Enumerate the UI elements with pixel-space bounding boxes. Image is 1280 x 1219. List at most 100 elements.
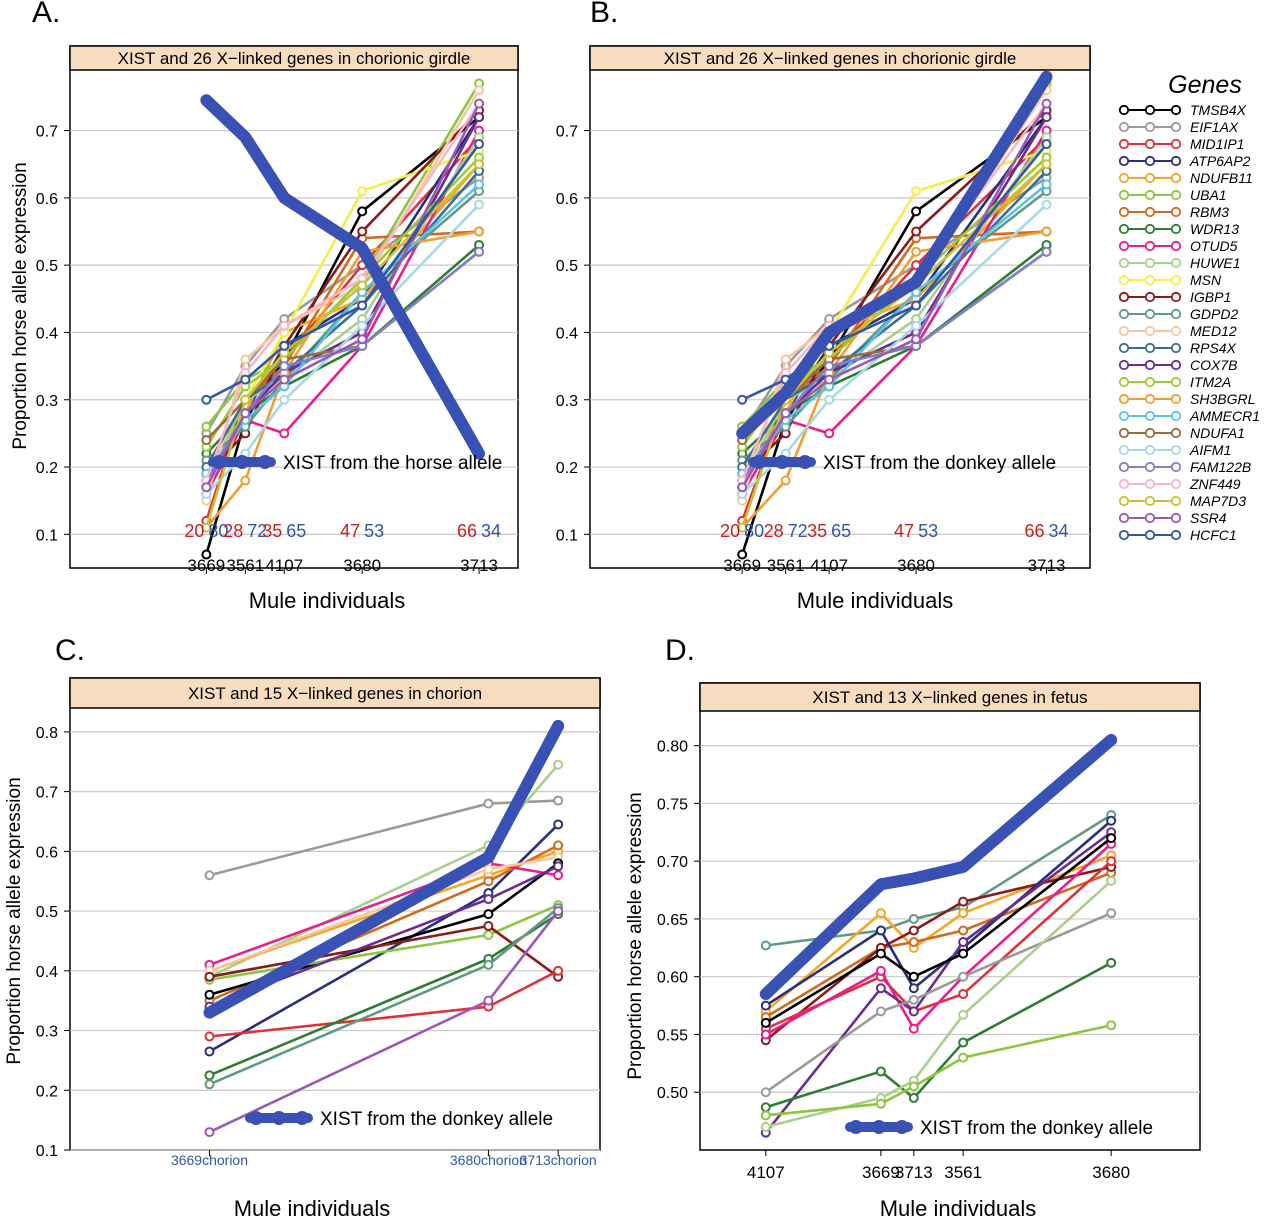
y-tick-label: 0.4 [556, 325, 578, 342]
x-tick-label: 3669chorion [171, 1152, 248, 1168]
series-point-fam122b [279, 361, 290, 372]
allele-donkey-pct: 53 [918, 521, 938, 541]
legend-marker [1144, 529, 1156, 541]
legend-entry-sh3bgrl: SH3BGRL [1190, 391, 1255, 407]
x-axis-title: Mule individuals [880, 1196, 1037, 1219]
x-axis-title: Mule individuals [249, 588, 406, 613]
y-tick-label: 0.75 [657, 796, 688, 813]
series-point-cox7b [908, 1006, 919, 1017]
legend-marker [1170, 206, 1182, 218]
legend-marker [1144, 376, 1156, 388]
allele-horse-pct: 35 [262, 521, 282, 541]
series-point-igbp1 [958, 896, 969, 907]
series-point-huwe1 [1106, 875, 1117, 886]
legend-marker [1144, 393, 1156, 405]
series-point-aifm1 [279, 394, 290, 405]
legend-marker [1170, 359, 1182, 371]
series-point-cox7b [875, 983, 886, 994]
series-point-cox7b [958, 937, 969, 948]
series-point-sh3bgrl [780, 475, 791, 486]
series-point-mid1ip1 [553, 965, 564, 976]
series-point-eif1ax [204, 870, 215, 881]
series-point-otud5 [908, 1023, 919, 1034]
xist-legend-marker [249, 1111, 263, 1125]
series-point-tmsb4x [737, 549, 748, 560]
xist-legend-label: XIST from the horse allele [283, 453, 502, 474]
series-point-hcfc1 [911, 300, 922, 311]
panel-b: B. XIST and 26 X−linked genes in chorioni… [556, 0, 1091, 613]
y-tick-label: 0.2 [36, 460, 58, 477]
y-tick-label: 0.3 [36, 1024, 58, 1041]
series-point-aifm1 [1041, 199, 1052, 210]
legend-marker [1118, 461, 1130, 473]
legend-entry-gdpd2: GDPD2 [1190, 306, 1238, 322]
x-tick-label: 3713 [460, 556, 498, 575]
x-tick-label: 4107 [747, 1163, 785, 1182]
series-point-eif1ax [908, 994, 919, 1005]
x-axis-title: Mule individuals [797, 588, 954, 613]
legend-marker [1144, 410, 1156, 422]
series-point-map7d3 [474, 159, 485, 170]
xist-line [203, 719, 565, 1019]
series-point-ssr4 [201, 482, 212, 493]
series-point-mid1ip1 [1106, 856, 1117, 867]
legend-marker [1144, 138, 1156, 150]
legend-marker [1170, 410, 1182, 422]
legend-marker [1144, 223, 1156, 235]
series-point-ssr4 [737, 482, 748, 493]
series-point-otud5 [279, 428, 290, 439]
legend-marker [1170, 257, 1182, 269]
series-point-map7d3 [201, 522, 212, 533]
x-tick-label: 3669 [723, 556, 761, 575]
series-point-uba1 [875, 1098, 886, 1109]
series-point-ammecr1 [474, 179, 485, 190]
allele-donkey-pct: 80 [744, 521, 764, 541]
series-point-mid1ip1 [958, 989, 969, 1000]
xist-legend-label: XIST from the donkey allele [320, 1109, 553, 1130]
xist-legend-marker [895, 1120, 909, 1134]
series-point-map7d3 [357, 280, 368, 291]
plot-frame [69, 45, 519, 569]
xist-legend-marker [798, 455, 812, 469]
legend-marker [1118, 427, 1130, 439]
legend-entry-ssr4: SSR4 [1190, 510, 1227, 526]
series-point-hcfc1 [357, 300, 368, 311]
legend-marker [1170, 274, 1182, 286]
series-point-otud5 [760, 1029, 771, 1040]
legend-entry-hcfc1: HCFC1 [1190, 527, 1237, 543]
legend-entry-uba1: UBA1 [1190, 187, 1227, 203]
series-point-tmsb4x [760, 1017, 771, 1028]
legend-marker [1118, 223, 1130, 235]
series-point-gdpd2 [483, 959, 494, 970]
series-point-uba1 [201, 421, 212, 432]
legend-marker [1170, 172, 1182, 184]
legend-marker [1118, 240, 1130, 252]
series-point-cox7b [553, 861, 564, 872]
x-tick-label: 3669 [862, 1163, 900, 1182]
legend-marker [1144, 342, 1156, 354]
gene-legend: Genes TMSB4XEIF1AXMID1IP1ATP6AP2NDUFB11UB… [1118, 71, 1260, 543]
legend-marker [1144, 257, 1156, 269]
series-point-med12 [474, 85, 485, 96]
legend-entry-fam122b: FAM122B [1190, 459, 1251, 475]
series-point-eif1ax [958, 971, 969, 982]
series-point-sh3bgrl [474, 226, 485, 237]
x-tick-label: 3713 [895, 1163, 933, 1182]
series-point-fam122b [1041, 246, 1052, 257]
legend-marker [1144, 291, 1156, 303]
series-point-msn [911, 186, 922, 197]
legend-marker [1118, 138, 1130, 150]
allele-horse-pct: 47 [340, 521, 360, 541]
series-point-uba1 [483, 929, 494, 940]
legend-marker [1118, 155, 1130, 167]
series-point-mid1ip1 [204, 1031, 215, 1042]
panel-header [69, 677, 601, 709]
series-point-sh3bgrl [240, 475, 251, 486]
series-point-wdr13 [908, 1093, 919, 1104]
legend-marker [1144, 206, 1156, 218]
series-point-ndufb11 [958, 908, 969, 919]
xist-legend-label: XIST from the donkey allele [823, 453, 1056, 474]
x-tick-label: 3680 [343, 556, 381, 575]
series-point-tmsb4x [483, 909, 494, 920]
series-point-wdr13 [958, 1037, 969, 1048]
